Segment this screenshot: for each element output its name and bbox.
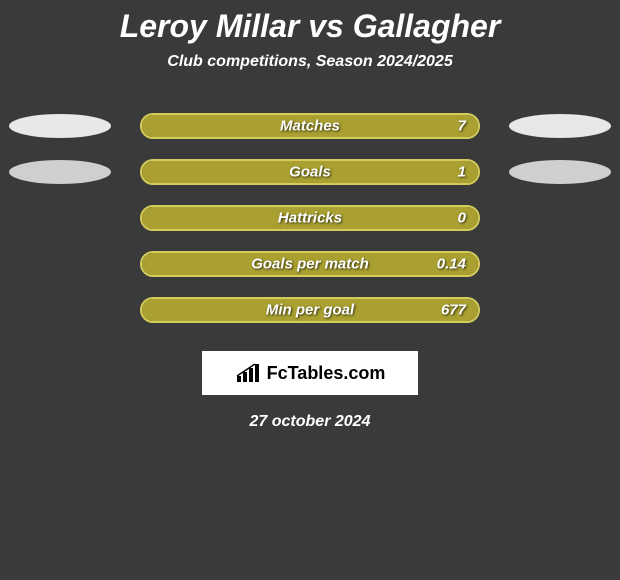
logo-text: FcTables.com [267,363,386,384]
stat-bar: Goals 1 [140,159,480,185]
stat-row: Goals 1 [0,149,620,195]
player-ellipse-right [509,160,611,184]
bars-icon [235,362,261,384]
stats-chart: Matches 7 Goals 1 Hattricks 0 Goals per match 0… [0,103,620,333]
stat-label: Min per goal [266,302,354,319]
stat-bar: Matches 7 [140,113,480,139]
stat-value: 7 [458,118,466,135]
stat-value: 0 [458,210,466,227]
stat-value: 1 [458,164,466,181]
page-title: Leroy Millar vs Gallagher [0,0,620,45]
stat-label: Hattricks [278,210,342,227]
player-ellipse-left [9,114,111,138]
player-ellipse-left [9,160,111,184]
date-label: 27 october 2024 [0,413,620,431]
stat-value: 677 [441,302,466,319]
stat-row: Goals per match 0.14 [0,241,620,287]
stat-label: Matches [280,118,340,135]
stat-label: Goals [289,164,331,181]
stat-value: 0.14 [437,256,466,273]
stat-bar: Min per goal 677 [140,297,480,323]
fctables-logo[interactable]: FcTables.com [202,351,418,395]
stat-label: Goals per match [251,256,369,273]
stat-row: Hattricks 0 [0,195,620,241]
subtitle: Club competitions, Season 2024/2025 [0,53,620,71]
stat-bar: Hattricks 0 [140,205,480,231]
stat-bar: Goals per match 0.14 [140,251,480,277]
player-ellipse-right [509,114,611,138]
stat-row: Matches 7 [0,103,620,149]
stat-row: Min per goal 677 [0,287,620,333]
